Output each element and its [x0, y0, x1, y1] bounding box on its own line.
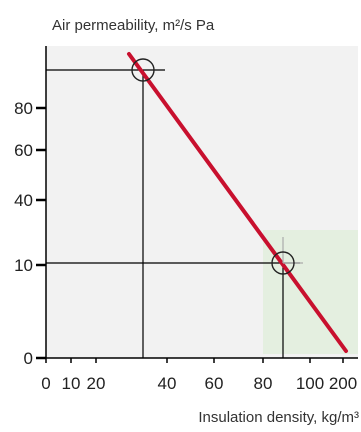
y-tick-label: 60 — [14, 141, 33, 160]
reference-lines — [46, 69, 300, 358]
x-axis-label: Insulation density, kg/m³ — [198, 409, 359, 426]
y-tick-label: 0 — [24, 349, 33, 368]
x-tick-label: 60 — [205, 374, 224, 393]
x-tick-label: 40 — [158, 374, 177, 393]
reference-circle — [271, 251, 295, 275]
y-tick-label: 40 — [14, 191, 33, 210]
x-tick-label: 80 — [254, 374, 273, 393]
x-tick-label: 10 — [62, 374, 81, 393]
x-tick-label: 0 — [41, 374, 50, 393]
x-tick-label: 20 — [87, 374, 106, 393]
x-ticks: 0 10 20 40 60 80 100 200 — [41, 358, 357, 393]
y-tick-label: 10 — [14, 256, 33, 275]
x-tick-label: 200 — [329, 374, 357, 393]
shaded-region — [263, 230, 358, 354]
reference-circle — [131, 58, 155, 82]
y-ticks: 0 10 40 60 80 — [14, 99, 46, 368]
reference-markers — [131, 58, 303, 275]
y-axis-label: Air permeability, m²/s Pa — [52, 17, 215, 34]
x-tick-label: 100 — [296, 374, 324, 393]
data-line — [127, 52, 348, 353]
y-tick-label: 80 — [14, 99, 33, 118]
